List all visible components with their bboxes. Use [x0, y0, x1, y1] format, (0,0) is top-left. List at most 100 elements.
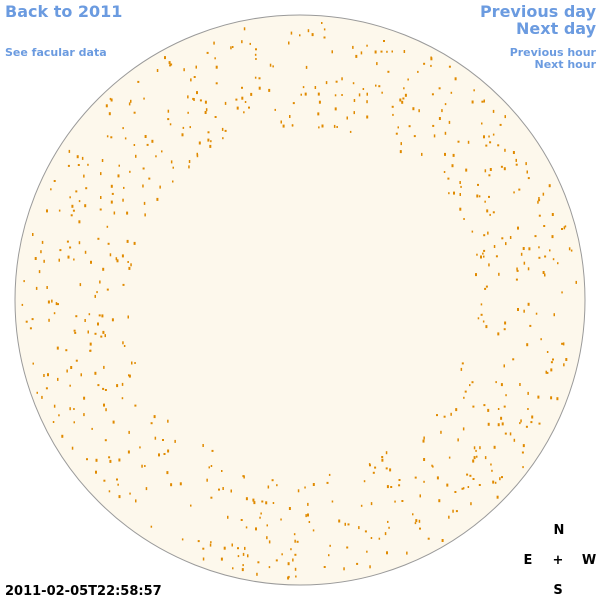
- facula: [73, 421, 75, 424]
- facula: [307, 29, 310, 33]
- facula: [471, 100, 474, 104]
- facula: [69, 407, 71, 411]
- facula: [346, 546, 349, 549]
- facula: [479, 446, 481, 450]
- facula: [32, 233, 34, 236]
- facula: [127, 450, 130, 454]
- facula: [389, 468, 392, 472]
- facula: [170, 160, 173, 164]
- facula: [40, 250, 42, 254]
- next-hour-link[interactable]: Next hour: [535, 58, 597, 71]
- facula: [158, 453, 160, 457]
- facula: [153, 415, 156, 419]
- facula: [492, 480, 495, 484]
- facula: [297, 489, 300, 493]
- facula: [346, 116, 348, 120]
- facula: [196, 91, 198, 95]
- facula: [83, 174, 85, 178]
- facula: [204, 111, 207, 114]
- facula: [356, 562, 359, 565]
- facula: [455, 408, 458, 412]
- facula: [102, 267, 105, 271]
- facula: [459, 193, 461, 196]
- compass-south: S: [553, 583, 562, 598]
- facula: [111, 318, 114, 322]
- facula: [206, 51, 209, 54]
- facula: [124, 137, 127, 140]
- facula: [231, 543, 233, 547]
- facula: [469, 474, 472, 477]
- facula: [527, 408, 529, 410]
- facula: [503, 405, 506, 408]
- facula: [75, 315, 78, 318]
- facula: [399, 150, 402, 154]
- facula: [274, 108, 276, 111]
- facula: [323, 36, 326, 39]
- facula: [501, 422, 504, 426]
- facula: [122, 283, 125, 286]
- facula: [328, 554, 330, 557]
- facula: [472, 459, 475, 463]
- facula: [142, 167, 145, 170]
- facula: [122, 198, 124, 202]
- compass-center: +: [553, 553, 564, 568]
- facula: [498, 272, 500, 276]
- facula: [443, 415, 446, 418]
- facula: [121, 254, 124, 258]
- facula: [51, 299, 53, 303]
- facula: [552, 358, 554, 361]
- previous-day-link[interactable]: Previous day: [480, 2, 597, 21]
- facula: [412, 107, 415, 111]
- facula: [88, 313, 91, 316]
- facula: [381, 456, 384, 458]
- facula: [394, 500, 396, 503]
- back-link[interactable]: Back to 2011: [5, 2, 122, 21]
- facula: [549, 249, 551, 252]
- facula: [103, 365, 105, 369]
- facula: [94, 332, 97, 335]
- facula: [21, 303, 24, 306]
- facula: [109, 97, 112, 100]
- facula: [436, 414, 438, 417]
- facula: [497, 408, 500, 410]
- next-day-link[interactable]: Next day: [516, 19, 597, 38]
- facula: [466, 473, 469, 476]
- facula: [61, 434, 64, 438]
- facula: [436, 476, 439, 480]
- facula: [550, 361, 553, 364]
- facula: [75, 359, 78, 362]
- facula: [391, 105, 394, 108]
- facula: [385, 467, 388, 470]
- facula: [209, 543, 212, 547]
- facula: [335, 80, 338, 83]
- facula: [529, 324, 532, 327]
- facula: [469, 384, 471, 387]
- facula: [331, 500, 334, 503]
- facula: [254, 76, 257, 79]
- facula: [490, 463, 492, 466]
- facula: [245, 526, 248, 529]
- facula: [137, 80, 140, 83]
- facula: [423, 62, 426, 65]
- facula: [256, 572, 258, 576]
- facula: [522, 247, 525, 250]
- facula: [145, 487, 148, 491]
- facula: [513, 438, 516, 442]
- facula: [430, 57, 433, 61]
- facula: [268, 566, 271, 569]
- facula: [538, 197, 540, 200]
- facula: [452, 153, 455, 157]
- facular-data-link[interactable]: See facular data: [5, 46, 107, 59]
- facula: [450, 412, 452, 416]
- facula: [423, 458, 426, 461]
- facula: [237, 555, 240, 558]
- facula: [144, 213, 146, 217]
- facula: [197, 540, 200, 543]
- facula: [575, 280, 577, 284]
- facula: [516, 269, 519, 272]
- facula: [375, 84, 377, 87]
- facula: [530, 421, 533, 424]
- facula: [362, 88, 365, 90]
- previous-hour-link[interactable]: Previous hour: [510, 46, 597, 59]
- facula: [127, 315, 129, 319]
